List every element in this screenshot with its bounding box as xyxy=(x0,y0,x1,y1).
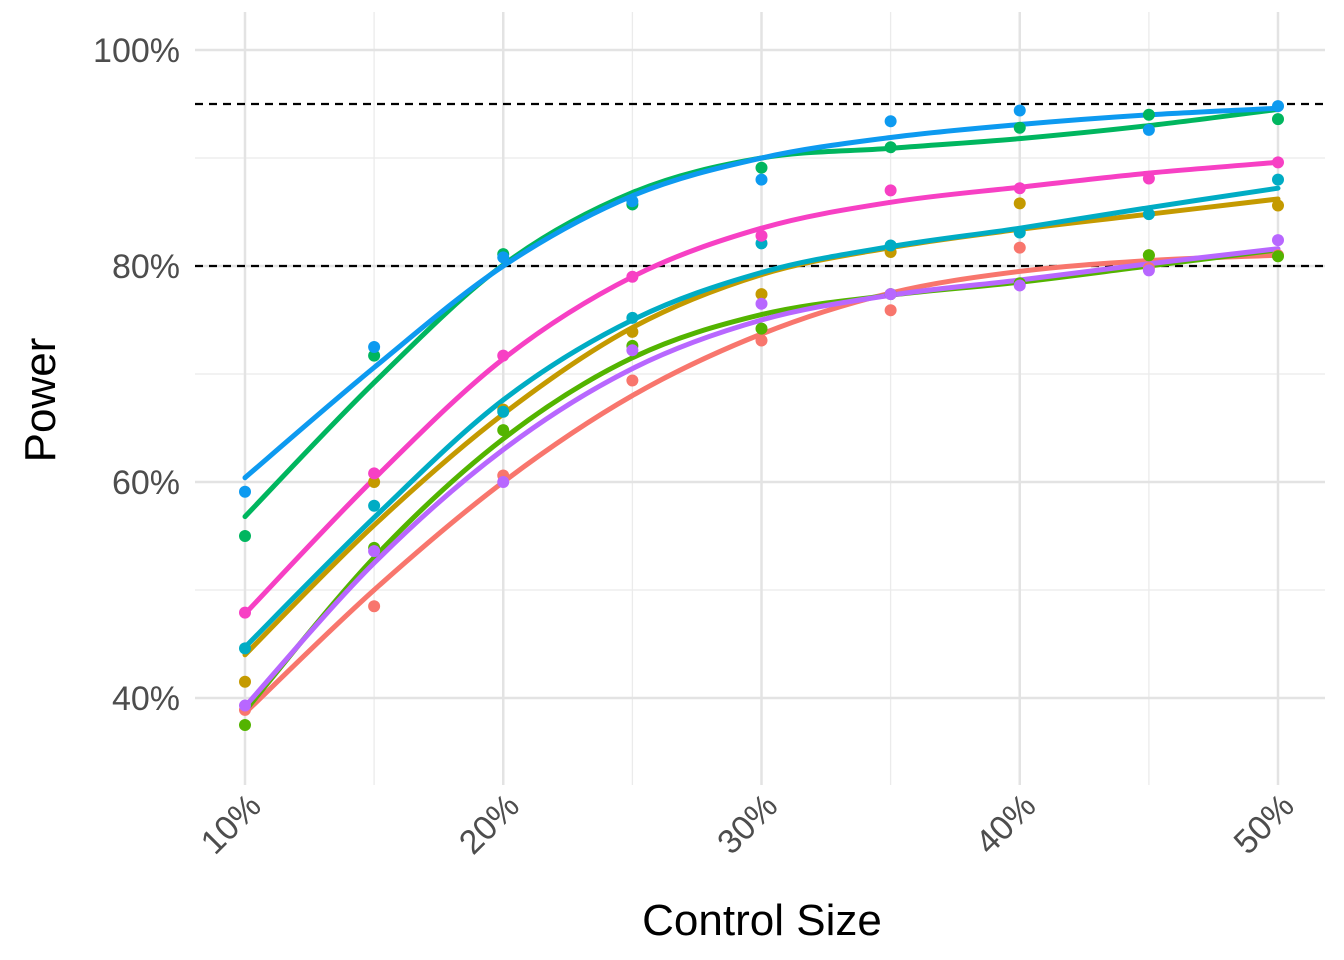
series-8-point xyxy=(1272,156,1284,169)
series-2-point xyxy=(368,476,381,488)
series-8-point xyxy=(1013,182,1026,195)
series-7-point xyxy=(368,545,381,558)
series-5-point xyxy=(1272,173,1284,186)
series-7-point xyxy=(1142,264,1155,277)
series-5-point xyxy=(239,642,251,655)
series-6-point xyxy=(1142,123,1155,136)
y-tick-label: 100% xyxy=(93,32,180,70)
series-6-point xyxy=(1013,104,1026,117)
series-5-point xyxy=(1142,208,1155,221)
series-2-point xyxy=(239,675,251,688)
series-6-point xyxy=(497,251,510,264)
series-5-point xyxy=(1013,226,1026,239)
series-3-point xyxy=(497,424,510,437)
series-curve-8 xyxy=(242,159,1281,617)
y-tick-label: 40% xyxy=(112,680,180,718)
x-axis-tick-labels: 10% 20% 30% 40% 50% xyxy=(194,787,1302,862)
series-8-point xyxy=(626,270,639,283)
series-7-point xyxy=(884,288,897,301)
series-8-point xyxy=(368,467,381,480)
series-3-point xyxy=(755,322,768,335)
series-7-point xyxy=(626,344,639,357)
series-4-point xyxy=(1142,108,1155,121)
series-2-point xyxy=(1013,197,1026,210)
series-points xyxy=(239,100,1284,731)
x-tick-label: 20% xyxy=(452,787,527,862)
series-curve-6 xyxy=(242,105,1281,481)
series-1-point xyxy=(755,334,768,347)
y-tick-label: 60% xyxy=(112,464,180,502)
series-6-point xyxy=(884,115,897,128)
series-1-point xyxy=(884,304,897,317)
series-4-point xyxy=(755,161,768,174)
series-7-point xyxy=(1013,279,1026,292)
series-3-point xyxy=(239,719,251,731)
series-curve-5 xyxy=(242,185,1281,650)
series-7-point xyxy=(239,699,251,712)
series-7-point xyxy=(497,476,510,488)
series-8-point xyxy=(755,229,768,242)
series-5-point xyxy=(368,499,381,512)
major-gridlines xyxy=(195,12,1325,785)
y-tick-label: 80% xyxy=(112,248,180,286)
x-tick-label: 30% xyxy=(710,787,785,862)
series-4-point xyxy=(239,530,251,542)
series-4-point xyxy=(1013,121,1026,134)
series-6-point xyxy=(626,195,639,208)
series-8-point xyxy=(884,184,897,197)
series-1-point xyxy=(368,600,381,613)
series-7-point xyxy=(1272,234,1284,247)
series-curves xyxy=(242,105,1281,716)
series-2-point xyxy=(1272,199,1284,212)
series-6-point xyxy=(239,485,251,498)
series-3-point xyxy=(1142,249,1155,262)
series-8-point xyxy=(239,606,251,619)
y-axis-title: Power xyxy=(16,338,65,463)
series-5-point xyxy=(497,405,510,418)
series-2-point xyxy=(755,288,768,301)
series-4-point xyxy=(368,349,381,362)
series-4-point xyxy=(1272,113,1284,126)
x-tick-label: 50% xyxy=(1227,787,1302,862)
series-5-point xyxy=(884,239,897,252)
series-curve-7 xyxy=(242,246,1281,710)
series-1-point xyxy=(626,374,639,387)
x-axis-title: Control Size xyxy=(642,896,882,945)
y-axis-tick-labels: 40% 60% 80% 100% xyxy=(93,32,180,718)
series-4-point xyxy=(884,141,897,154)
series-6-point xyxy=(368,341,381,353)
series-6-point xyxy=(1272,100,1284,113)
series-8-point xyxy=(1142,172,1155,185)
minor-gridlines xyxy=(195,12,1325,785)
series-8-point xyxy=(497,349,510,362)
series-3-point xyxy=(1272,250,1284,263)
series-2-point xyxy=(626,325,639,338)
series-6-point xyxy=(755,173,768,186)
series-5-point xyxy=(626,311,639,324)
x-tick-label: 10% xyxy=(194,787,269,862)
series-7-point xyxy=(755,297,768,310)
series-curve-1 xyxy=(242,252,1281,716)
series-1-point xyxy=(1013,241,1026,254)
x-tick-label: 40% xyxy=(968,787,1043,862)
